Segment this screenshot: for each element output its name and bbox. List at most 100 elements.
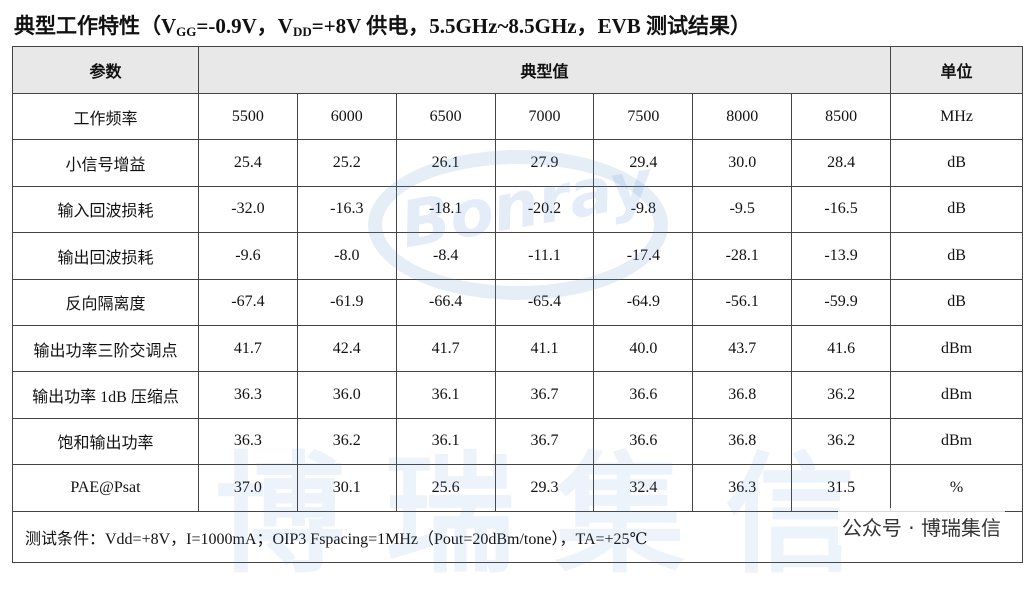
value-cell: -61.9 [296,278,397,326]
value-cell: 37.0 [198,464,298,512]
value-cell: 41.7 [198,324,298,373]
value-cell: -67.4 [198,278,298,326]
unit-cell: dB [890,185,1024,234]
value-cell: 29.3 [494,464,595,512]
title-part: 典型工作特性（V [14,14,177,38]
title-subscript: DD [292,24,312,39]
value-cell: 41.7 [395,324,496,373]
column-header: 参数 [12,46,199,94]
value-cell: 30.1 [296,464,397,512]
row-label: 输入回波损耗 [12,185,199,234]
row-label: 反向隔离度 [12,278,199,326]
unit-cell: MHz [890,92,1024,141]
unit-cell: dB [890,139,1024,187]
value-cell: 27.9 [494,139,595,187]
value-cell: 36.3 [198,371,298,419]
page: 典型工作特性（VGG=-0.9V，VDD=+8V 供电，5.5GHz~8.5GH… [11,10,1024,591]
value-cell: -28.1 [692,232,793,280]
value-cell: 28.4 [791,139,892,187]
row-label: 饱和输出功率 [12,417,199,466]
value-cell: 36.1 [395,417,496,466]
table-row: 输出功率三阶交调点 41.7 42.4 41.7 41.1 40.0 43.7 41.6 dBm [12,324,1024,373]
value-cell: 36.0 [296,371,397,419]
table-row: 输出功率 1dB 压缩点 36.3 36.0 36.1 36.7 36.6 36.8 36.2… [12,371,1024,419]
value-cell: 36.3 [198,417,298,466]
value-cell: 29.4 [593,139,694,187]
row-label: 输出回波损耗 [12,232,199,280]
title: 典型工作特性（VGG=-0.9V，VDD=+8V 供电，5.5GHz~8.5GH… [14,10,751,40]
table-row: 反向隔离度 -67.4 -61.9 -66.4 -65.4 -64.9 -56.1 -59.9… [12,278,1024,326]
title-subscript: GG [176,24,197,39]
value-cell: 36.6 [593,417,694,466]
value-cell: 40.0 [593,324,694,373]
table-row: 小信号增益 25.4 25.2 26.1 27.9 29.4 30.0 28.4 dB [12,139,1024,187]
value-cell: 6500 [395,92,496,141]
row-label: 工作频率 [12,92,199,141]
value-cell: -16.3 [296,185,397,234]
value-cell: -8.4 [395,232,496,280]
value-cell: -9.8 [593,185,694,234]
value-cell: -8.0 [296,232,397,280]
table-row: PAE@Psat 37.0 30.1 25.6 29.3 32.4 36.3 31.5% [12,464,1024,512]
value-cell: 36.2 [791,371,892,419]
value-cell: -17.4 [593,232,694,280]
value-cell: -64.9 [593,278,694,326]
value-cell: 6000 [296,92,397,141]
table-row: 工作频率 5500 6000 6500 7000 7500 8000 8500 MHz [12,92,1024,141]
row-label: 小信号增益 [12,139,199,187]
table-row: 输入回波损耗 -32.0 -16.3 -18.1 -20.2 -9.8 -9.5 -16.5 d… [12,185,1024,234]
value-cell: 25.6 [395,464,496,512]
value-cell: -32.0 [198,185,298,234]
spec-table: 参数 典型值 单位 工作频率 5500 6000 6500 7000 7500 8000 85… [11,46,1024,563]
value-cell: -18.1 [395,185,496,234]
value-cell: -66.4 [395,278,496,326]
value-cell: 41.6 [791,324,892,373]
header-row: 参数 典型值 单位 [12,46,1024,94]
value-cell: 43.7 [692,324,793,373]
value-cell: 25.2 [296,139,397,187]
value-cell: 36.3 [692,464,793,512]
title-part: =-0.9V，V [196,14,293,38]
unit-cell: dB [890,232,1024,280]
value-cell: -11.1 [494,232,595,280]
unit-cell: dBm [890,371,1024,419]
value-cell: 8500 [791,92,892,141]
value-cell: 7000 [494,92,595,141]
value-cell: 30.0 [692,139,793,187]
value-cell: -16.5 [791,185,892,234]
value-cell: 36.8 [692,417,793,466]
value-cell: 25.4 [198,139,298,187]
value-cell: 26.1 [395,139,496,187]
value-cell: -59.9 [791,278,892,326]
value-cell: -56.1 [692,278,793,326]
value-cell: 42.4 [296,324,397,373]
table-row: 输出回波损耗 -9.6 -8.0 -8.4 -11.1 -17.4 -28.1 -13.9 dB [12,232,1024,280]
value-cell: 36.6 [593,371,694,419]
value-cell: 36.8 [692,371,793,419]
value-cell: 31.5 [791,464,892,512]
footer-row: 测试条件：Vdd=+8V，I=1000mA；OIP3 Fspacing=1MHz… [11,510,1024,563]
value-cell: 8000 [692,92,793,141]
value-cell: -9.6 [198,232,298,280]
value-cell: 7500 [593,92,694,141]
title-part: =+8V 供电，5.5GHz~8.5GHz，EVB 测试结果） [311,14,752,38]
unit-cell: dBm [890,324,1024,373]
value-cell: 36.7 [494,417,595,466]
unit-cell: dB [890,278,1024,326]
value-cell: -13.9 [791,232,892,280]
column-header: 单位 [890,46,1024,94]
unit-cell: dBm [890,417,1024,466]
value-cell: 36.7 [494,371,595,419]
value-cell: 41.1 [494,324,595,373]
value-cell: 32.4 [593,464,694,512]
unit-cell: % [890,464,1024,512]
value-cell: 36.2 [296,417,397,466]
value-cell: 5500 [198,92,298,141]
table-row: 饱和输出功率 36.3 36.2 36.1 36.7 36.6 36.8 36.2 dBm [12,417,1024,466]
value-cell: 36.1 [395,371,496,419]
value-cell: -9.5 [692,185,793,234]
test-conditions: 测试条件：Vdd=+8V，I=1000mA；OIP3 Fspacing=1MHz… [11,510,1024,563]
row-label: 输出功率三阶交调点 [12,324,199,373]
row-label: PAE@Psat [12,464,199,512]
value-cell: -65.4 [494,278,595,326]
